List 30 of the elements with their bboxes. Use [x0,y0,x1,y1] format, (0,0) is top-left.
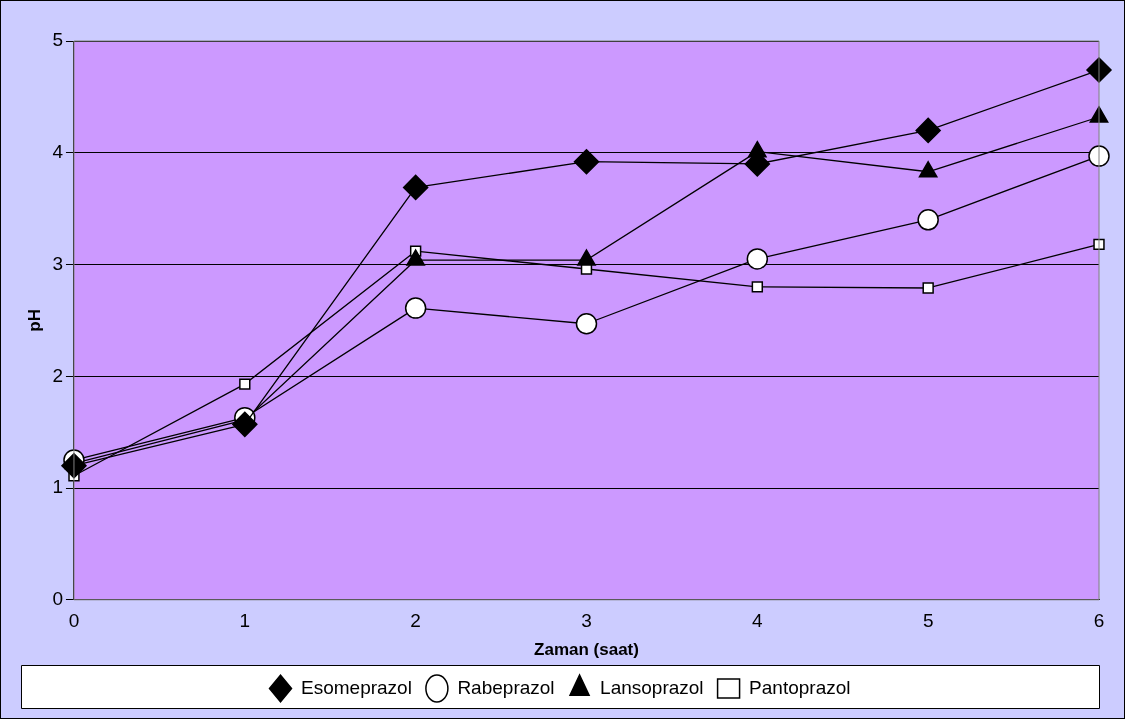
point [915,117,941,144]
y-tick-label: 3 [52,252,63,274]
point [232,411,258,438]
y-axis-title: pH [24,309,44,332]
x-tick-label: 6 [1093,610,1105,632]
legend-label: Pantoprazol [749,676,851,698]
point [917,209,939,231]
point [404,297,427,319]
y-tick-label: 5 [52,29,63,51]
point [575,313,598,335]
legend-label: Lansoprazol [600,676,704,698]
point [239,378,251,390]
x-tick-label: 0 [68,610,80,632]
y-tick-label: 1 [52,476,63,498]
y-tick-label: 0 [52,588,63,610]
x-tick-label: 3 [581,610,592,632]
point [573,148,600,175]
x-axis-title: Zaman (saat) [534,640,639,660]
x-tick-label: 5 [922,610,934,632]
point [751,281,764,293]
point [402,174,429,201]
x-tick-label: 4 [752,610,764,632]
y-tick-label: 2 [52,364,63,386]
y-tick-label: 4 [52,140,64,162]
legend-label: Rabeprazol [457,676,555,698]
point [922,282,934,294]
point [746,248,769,270]
x-tick-label: 2 [410,610,421,632]
x-tick-label: 1 [239,610,251,632]
legend-label: Esomeprazol [301,676,412,698]
